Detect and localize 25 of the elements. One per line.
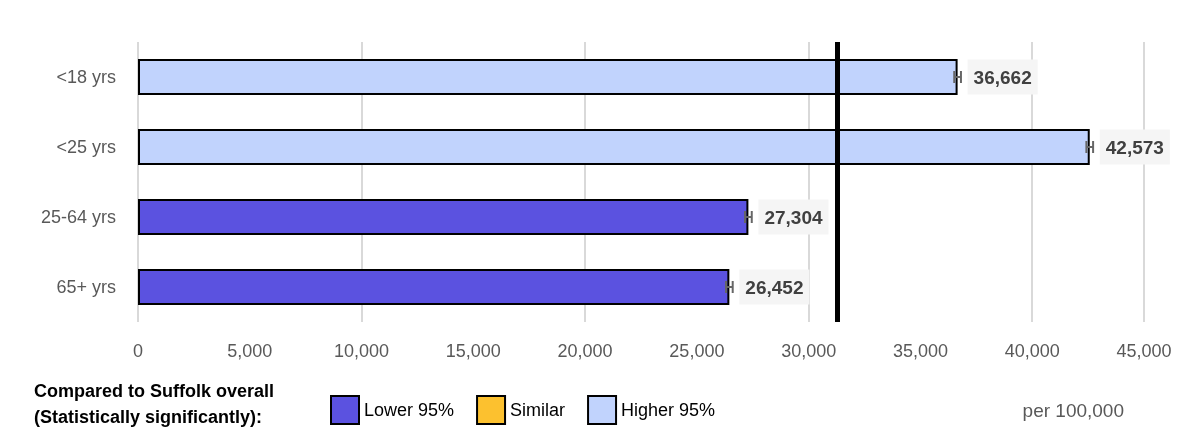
y-tick-label: 25-64 yrs	[40, 207, 116, 227]
data-label: 26,452	[745, 276, 804, 298]
x-tick-label: 35,000	[892, 341, 948, 361]
x-tick-label: 40,000	[1004, 341, 1060, 361]
y-tick-label: <25 yrs	[56, 137, 116, 157]
x-tick-label: 10,000	[334, 341, 390, 361]
y-tick-label: 65+ yrs	[56, 277, 116, 297]
text: per 100,000	[1022, 400, 1124, 421]
x-tick-label: 5,000	[227, 341, 273, 361]
data-label: 36,662	[973, 66, 1032, 88]
x-tick-label: 15,000	[445, 341, 501, 361]
legend-label: Lower 95%	[364, 400, 455, 420]
data-label: 27,304	[764, 206, 823, 228]
x-tick-label: 20,000	[557, 341, 613, 361]
legend-title: Compared to Suffolk overall (Statistically significantly):	[34, 381, 275, 427]
x-tick-label: 30,000	[781, 341, 837, 361]
y-tick-label: <18 yrs	[56, 67, 116, 87]
x-tick-label: 0	[132, 341, 144, 361]
x-tick-label: 25,000	[669, 341, 725, 361]
legend-label: Higher 95%	[621, 400, 716, 420]
legend-label: Similar	[510, 400, 566, 420]
bar	[138, 269, 730, 305]
bar	[138, 199, 749, 235]
x-tick-label: 45,000	[1116, 341, 1172, 361]
data-label: 42,573	[1105, 136, 1164, 158]
